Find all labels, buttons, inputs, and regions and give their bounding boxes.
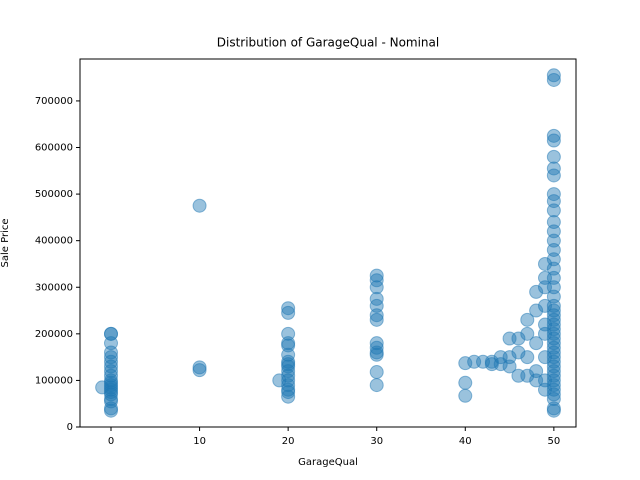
point (511, 331, 526, 346)
y-tick-label: 700000 (35, 96, 73, 107)
point (458, 356, 473, 371)
point (458, 388, 473, 403)
point (502, 359, 517, 374)
y-axis-label: Sale Price (0, 219, 11, 268)
point (546, 303, 561, 318)
point (369, 365, 384, 380)
y-tick-label: 400000 (35, 236, 73, 247)
point (546, 168, 561, 183)
x-tick-label: 20 (282, 436, 295, 447)
point (520, 326, 535, 341)
point (281, 385, 296, 400)
point (369, 280, 384, 295)
point (546, 149, 561, 164)
point (369, 378, 384, 393)
x-tick-label: 50 (547, 436, 560, 447)
point (281, 305, 296, 320)
point (95, 380, 110, 395)
point (546, 403, 561, 418)
point (511, 345, 526, 360)
point (272, 373, 287, 388)
point (281, 357, 296, 372)
point (281, 389, 296, 404)
point (458, 375, 473, 390)
point (546, 387, 561, 402)
point (192, 198, 207, 213)
point (529, 336, 544, 351)
point (104, 345, 118, 360)
point (529, 303, 544, 318)
point (538, 256, 552, 271)
point (192, 363, 207, 378)
x-axis-label: GarageQual (298, 457, 358, 468)
y-tick-label: 200000 (35, 329, 73, 340)
point (104, 403, 118, 418)
chart-title: Distribution of GarageQual - Nominal (217, 36, 439, 50)
y-tick-label: 500000 (35, 189, 73, 200)
point (369, 312, 384, 327)
point (546, 68, 561, 83)
point (369, 347, 384, 362)
x-tick-label: 30 (370, 436, 383, 447)
point (281, 301, 296, 316)
point (546, 203, 561, 218)
y-tick-label: 0 (67, 422, 73, 433)
point (546, 72, 561, 87)
point (546, 128, 561, 143)
points (95, 68, 561, 418)
axes-frame (79, 58, 577, 428)
x-tick-label: 0 (108, 436, 114, 447)
point (369, 308, 384, 323)
point (520, 312, 535, 327)
point (546, 133, 561, 148)
y-tick-label: 300000 (35, 282, 73, 293)
point (520, 368, 535, 383)
point (529, 284, 544, 299)
point (369, 268, 384, 283)
x-tick-label: 10 (193, 436, 206, 447)
point (520, 350, 535, 365)
x-tick-label: 40 (459, 436, 472, 447)
y-tick-label: 600000 (35, 143, 73, 154)
y-tick-label: 100000 (35, 375, 73, 386)
